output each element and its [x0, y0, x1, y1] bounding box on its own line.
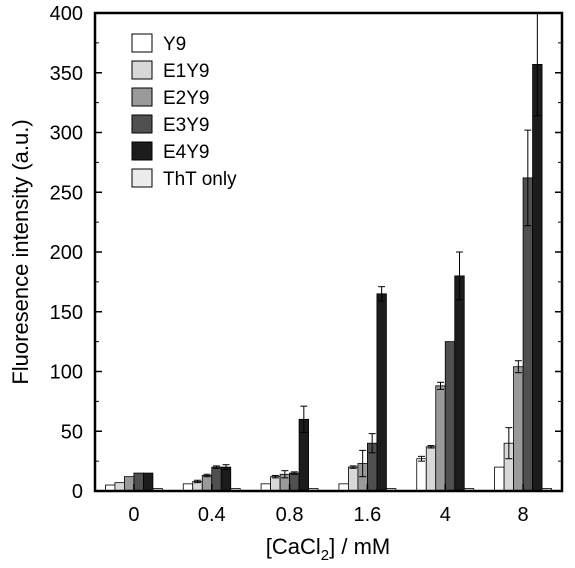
- bar: [133, 472, 144, 492]
- bar: [114, 482, 125, 492]
- bar: [124, 476, 135, 492]
- legend-swatch: [131, 33, 153, 53]
- x-tick-label: 8: [518, 504, 529, 526]
- legend-swatch: [131, 87, 153, 107]
- x-tick-label: 4: [440, 504, 451, 526]
- x-axis-title-sub: 2: [321, 547, 329, 564]
- legend-label: E1Y9: [163, 61, 209, 82]
- x-tick-label: 0.4: [198, 504, 226, 526]
- y-tick-label: 100: [50, 362, 83, 384]
- bar: [435, 385, 446, 492]
- legend: Y9 E1Y9 E2Y9 E3Y9 E4Y9 ThT only: [131, 33, 237, 190]
- plot-frame: [93, 11, 564, 493]
- y-axis-ticks: 0 50 100 150 200 250 300 350 400: [50, 3, 562, 503]
- legend-label: Y9: [163, 34, 186, 55]
- x-axis-ticks: 0 0.4 0.8 1.6 4 8: [128, 484, 529, 526]
- x-tick-label: 1.6: [354, 504, 382, 526]
- legend-label: ThT only: [163, 169, 237, 190]
- bar: [444, 341, 456, 492]
- x-tick-label: 0: [128, 504, 139, 526]
- legend-swatch: [131, 60, 153, 80]
- bar: [211, 466, 222, 492]
- y-tick-label: 350: [50, 63, 83, 85]
- legend-label: E4Y9: [163, 142, 209, 163]
- legend-label: E3Y9: [163, 115, 209, 136]
- bar: [270, 476, 281, 492]
- x-axis-title-main: [CaCl: [266, 534, 321, 559]
- bar: [454, 275, 465, 492]
- y-tick-label: 200: [50, 242, 83, 264]
- bar: [289, 472, 300, 492]
- legend-swatch: [131, 168, 153, 188]
- y-tick-label: 250: [50, 182, 83, 204]
- bar: [143, 472, 154, 492]
- legend-label: E2Y9: [163, 88, 209, 109]
- y-tick-label: 400: [50, 3, 83, 25]
- y-tick-label: 50: [61, 421, 83, 443]
- y-tick-label: 150: [50, 302, 83, 324]
- bar: [513, 366, 524, 492]
- x-tick-label: 0.8: [276, 504, 304, 526]
- y-tick-label: 0: [72, 481, 83, 503]
- x-axis-title: [CaCl2] / mM: [266, 534, 390, 564]
- bar: [220, 466, 232, 492]
- y-tick-label: 300: [50, 123, 83, 145]
- y-axis-title: Fluoresence intensity (a.u.): [8, 119, 33, 384]
- bar: [348, 466, 359, 492]
- legend-swatch: [131, 141, 153, 161]
- bar: [425, 446, 437, 492]
- x-axis-title-tail: ] / mM: [329, 534, 390, 559]
- legend-swatch: [131, 114, 153, 134]
- bar: [494, 466, 505, 492]
- plot-area: [95, 13, 562, 491]
- bar: [416, 458, 427, 492]
- bar: [376, 293, 387, 492]
- bar: [201, 475, 213, 492]
- bar: [532, 63, 543, 492]
- bars-group: [105, 12, 552, 492]
